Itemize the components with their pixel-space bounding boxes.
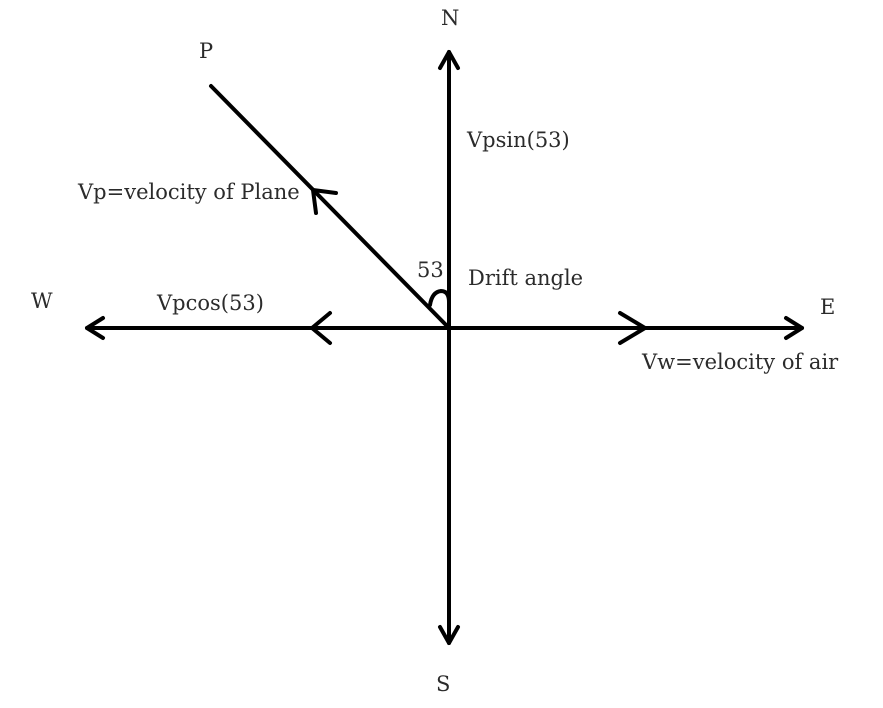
north-arrowhead (438, 50, 460, 70)
south-label: S (436, 672, 451, 696)
east-arrowhead (784, 316, 804, 340)
plane-velocity-arrowhead (311, 188, 338, 215)
drift-angle-label: Drift angle (468, 266, 584, 290)
vw-arrowhead (618, 311, 647, 345)
angle-arc (428, 289, 451, 307)
plane-velocity-vector (209, 84, 451, 330)
vw-definition-label: Vw=velocity of air (642, 350, 839, 374)
south-arrowhead (438, 625, 460, 645)
west-arrowhead (85, 316, 105, 340)
east-label: E (820, 295, 836, 319)
west-label: W (31, 289, 53, 313)
vp-cos-label: Vpcos(53) (157, 291, 264, 315)
vpcos-arrowhead (310, 311, 332, 345)
vp-definition-label: Vp=velocity of Plane (78, 180, 300, 204)
angle-value-label: 53 (417, 258, 444, 282)
north-label: N (441, 6, 460, 30)
vp-sin-label: Vpsin(53) (467, 128, 570, 152)
point-p-label: P (199, 39, 214, 63)
